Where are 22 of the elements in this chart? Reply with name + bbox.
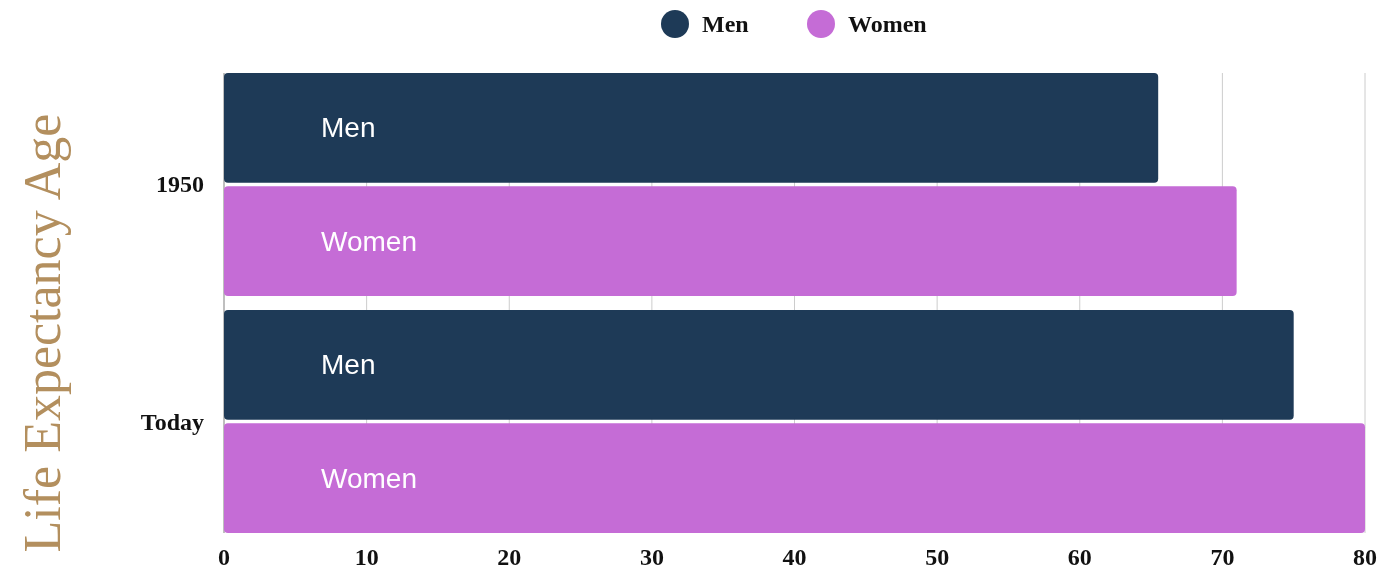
x-tick-label: 40 [782,544,807,570]
bar [224,310,1294,420]
x-tick-label: 50 [925,544,950,570]
bar [224,73,1159,183]
bar [224,186,1237,296]
x-tick-label: 10 [354,544,379,570]
x-tick-label: 60 [1067,544,1092,570]
legend-label: Men [702,11,749,37]
x-tick-label: 20 [497,544,522,570]
x-tick-label: 70 [1210,544,1235,570]
text: Men [321,349,376,381]
text: Women [321,225,417,257]
y-tick-label: Today [140,408,204,435]
y-axis-title: Life Expectancy Age [14,113,71,553]
bar [224,423,1365,533]
x-tick-label: 0 [218,544,230,570]
text: Women [321,462,417,494]
x-tick-label: 30 [639,544,664,570]
legend-label: Women [848,11,927,37]
y-tick-label: 1950 [156,171,204,198]
text: Men [321,112,376,144]
x-tick-label: 80 [1353,544,1377,570]
